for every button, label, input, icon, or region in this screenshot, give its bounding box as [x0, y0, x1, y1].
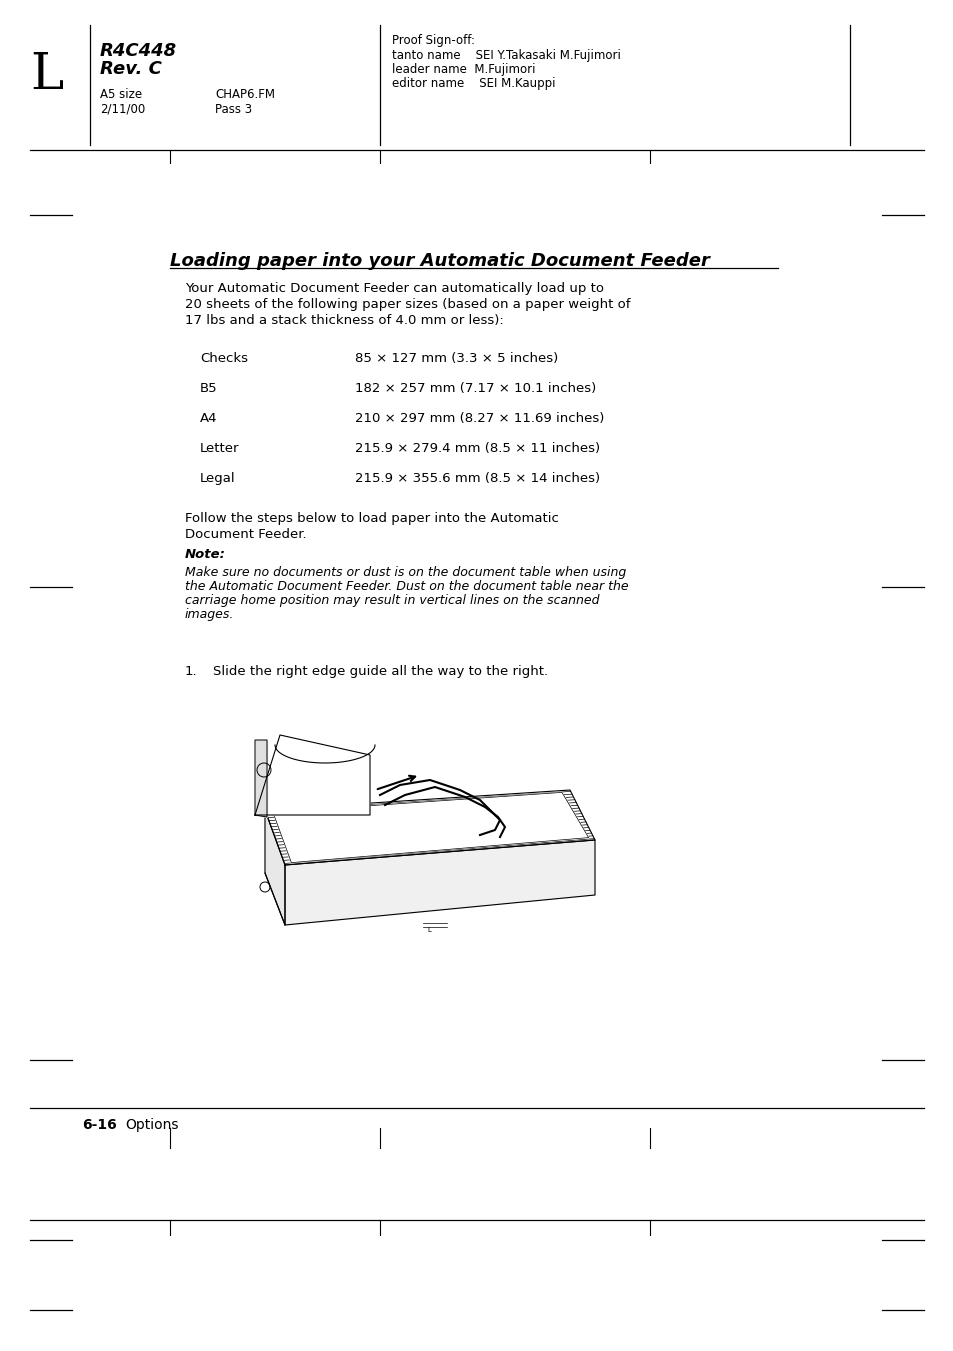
Text: editor name    SEI M.Kauppi: editor name SEI M.Kauppi [392, 77, 555, 91]
Text: Loading paper into your Automatic Document Feeder: Loading paper into your Automatic Docume… [170, 253, 709, 270]
Text: A5 size: A5 size [100, 88, 142, 101]
Text: Options: Options [125, 1119, 178, 1132]
Text: 6-16: 6-16 [82, 1119, 116, 1132]
Text: B5: B5 [200, 382, 217, 394]
Text: Slide the right edge guide all the way to the right.: Slide the right edge guide all the way t… [213, 665, 548, 678]
Polygon shape [285, 840, 595, 925]
Text: 20 sheets of the following paper sizes (based on a paper weight of: 20 sheets of the following paper sizes (… [185, 299, 630, 311]
Text: 182 × 257 mm (7.17 × 10.1 inches): 182 × 257 mm (7.17 × 10.1 inches) [355, 382, 596, 394]
Text: leader name  M.Fujimori: leader name M.Fujimori [392, 63, 535, 76]
Text: carriage home position may result in vertical lines on the scanned: carriage home position may result in ver… [185, 594, 598, 607]
Text: L: L [427, 927, 431, 934]
Text: 17 lbs and a stack thickness of 4.0 mm or less):: 17 lbs and a stack thickness of 4.0 mm o… [185, 313, 503, 327]
Text: 85 × 127 mm (3.3 × 5 inches): 85 × 127 mm (3.3 × 5 inches) [355, 353, 558, 365]
Text: the Automatic Document Feeder. Dust on the document table near the: the Automatic Document Feeder. Dust on t… [185, 580, 628, 593]
Polygon shape [273, 793, 588, 862]
Polygon shape [265, 811, 285, 925]
Polygon shape [254, 740, 267, 817]
Polygon shape [274, 735, 375, 763]
Polygon shape [254, 735, 370, 815]
Polygon shape [265, 790, 595, 865]
Text: Legal: Legal [200, 471, 235, 485]
Text: R4C448: R4C448 [100, 42, 177, 59]
Text: tanto name    SEI Y.Takasaki M.Fujimori: tanto name SEI Y.Takasaki M.Fujimori [392, 49, 620, 62]
Text: Your Automatic Document Feeder can automatically load up to: Your Automatic Document Feeder can autom… [185, 282, 603, 295]
Text: Checks: Checks [200, 353, 248, 365]
Text: 215.9 × 279.4 mm (8.5 × 11 inches): 215.9 × 279.4 mm (8.5 × 11 inches) [355, 442, 599, 455]
Text: Make sure no documents or dust is on the document table when using: Make sure no documents or dust is on the… [185, 566, 625, 580]
Text: CHAP6.FM: CHAP6.FM [214, 88, 274, 101]
Text: Document Feeder.: Document Feeder. [185, 528, 306, 540]
Text: Proof Sign-off:: Proof Sign-off: [392, 34, 475, 47]
Text: 1.: 1. [185, 665, 197, 678]
Text: Letter: Letter [200, 442, 239, 455]
Text: 2/11/00: 2/11/00 [100, 103, 145, 116]
Text: A4: A4 [200, 412, 217, 426]
Text: Pass 3: Pass 3 [214, 103, 252, 116]
Text: L: L [30, 50, 63, 100]
Text: Note:: Note: [185, 549, 226, 561]
Text: 215.9 × 355.6 mm (8.5 × 14 inches): 215.9 × 355.6 mm (8.5 × 14 inches) [355, 471, 599, 485]
Text: Rev. C: Rev. C [100, 59, 162, 78]
Text: 210 × 297 mm (8.27 × 11.69 inches): 210 × 297 mm (8.27 × 11.69 inches) [355, 412, 604, 426]
Text: images.: images. [185, 608, 234, 621]
Text: Follow the steps below to load paper into the Automatic: Follow the steps below to load paper int… [185, 512, 558, 526]
